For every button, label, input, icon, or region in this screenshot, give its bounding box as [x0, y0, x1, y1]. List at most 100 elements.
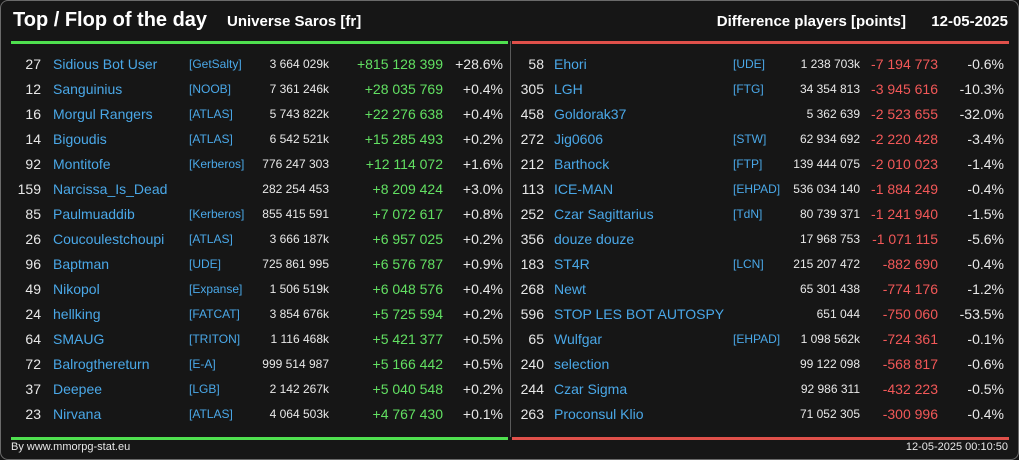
- universe-label: Universe Saros [fr]: [227, 13, 362, 30]
- player-name-link[interactable]: Balrogthereturn: [53, 356, 150, 372]
- player-points: 215 207 472: [793, 257, 860, 271]
- player-name-link[interactable]: hellking: [53, 306, 101, 322]
- player-name-link[interactable]: Deepee: [53, 381, 103, 397]
- player-rank: 356: [520, 231, 544, 247]
- player-points: 34 354 813: [799, 82, 860, 96]
- points-difference: +15 285 493: [364, 131, 443, 147]
- player-points: 3 666 187k: [269, 232, 329, 246]
- player-points: 62 934 692: [799, 132, 860, 146]
- player-name-link[interactable]: Ehori: [554, 56, 587, 72]
- player-name-link[interactable]: Nikopol: [53, 281, 100, 297]
- player-name-link[interactable]: Czar Sigma: [554, 381, 628, 397]
- points-difference: -2 523 655: [871, 106, 938, 122]
- player-rank: 305: [520, 81, 544, 97]
- alliance-tag-link[interactable]: [FTG]: [733, 82, 764, 96]
- player-points: 7 361 246k: [269, 82, 329, 96]
- alliance-tag-link[interactable]: [ATLAS]: [189, 407, 233, 421]
- points-difference: +6 576 787: [372, 256, 443, 272]
- percent-change: -32.0%: [959, 106, 1004, 122]
- points-difference: -2 220 428: [871, 131, 938, 147]
- player-rank: 65: [528, 331, 544, 347]
- player-name-link[interactable]: ICE-MAN: [554, 181, 614, 197]
- alliance-tag-link[interactable]: [EHPAD]: [733, 332, 781, 346]
- percent-change: +28.6%: [455, 56, 503, 72]
- flop-list: 58 Ehori [UDE] 1 238 703k -7 194 773 -0.6% 305…: [512, 52, 1009, 427]
- list-item: 92 Montitofe [Kerberos] 776 247 303 +12 114 …: [11, 152, 508, 177]
- points-difference: +12 114 072: [365, 156, 443, 172]
- player-name-link[interactable]: Coucoulestchoupi: [53, 231, 165, 247]
- alliance-tag-link[interactable]: [GetSalty]: [189, 57, 242, 71]
- player-points: 999 514 987: [262, 357, 329, 371]
- player-name-link[interactable]: Sidious Bot User: [53, 56, 158, 72]
- alliance-tag-link[interactable]: [TRITON]: [189, 332, 241, 346]
- player-points: 80 739 371: [799, 207, 860, 221]
- player-name-link[interactable]: ST4R: [554, 256, 590, 272]
- player-name-link[interactable]: Narcissa_Is_Dead: [53, 181, 168, 197]
- player-name-link[interactable]: Wulfgar: [554, 331, 602, 347]
- percent-change: -0.1%: [967, 331, 1004, 347]
- alliance-tag-link[interactable]: [TdN]: [733, 207, 763, 221]
- player-points: 99 122 098: [799, 357, 860, 371]
- list-item: 85 Paulmuaddib [Kerberos] 855 415 591 +7 072…: [11, 202, 508, 227]
- player-name-link[interactable]: STOP LES BOT AUTOSPY: [554, 306, 725, 322]
- alliance-tag-link[interactable]: [STW]: [733, 132, 767, 146]
- alliance-tag-link[interactable]: [LCN]: [733, 257, 764, 271]
- alliance-tag-link[interactable]: [FTP]: [733, 157, 763, 171]
- percent-change: +0.4%: [462, 106, 503, 122]
- list-item: 58 Ehori [UDE] 1 238 703k -7 194 773 -0.6%: [512, 52, 1009, 77]
- alliance-tag-link[interactable]: [UDE]: [733, 57, 766, 71]
- list-item: 65 Wulfgar [EHPAD] 1 098 562k -724 361 -0.1%: [512, 327, 1009, 352]
- alliance-tag-link[interactable]: [FATCAT]: [189, 307, 240, 321]
- list-item: 159 Narcissa_Is_Dead 282 254 453 +8 209 424…: [11, 177, 508, 202]
- player-name-link[interactable]: Baptman: [53, 256, 110, 272]
- player-points: 1 098 562k: [800, 332, 860, 346]
- player-name-link[interactable]: selection: [554, 356, 610, 372]
- alliance-tag-link[interactable]: [Kerberos]: [189, 207, 245, 221]
- player-name-link[interactable]: Barthock: [554, 156, 610, 172]
- percent-change: -1.4%: [967, 156, 1004, 172]
- alliance-tag-link[interactable]: [EHPAD]: [733, 182, 781, 196]
- alliance-tag-link[interactable]: [Expanse]: [189, 282, 243, 296]
- alliance-tag-link[interactable]: [ATLAS]: [189, 232, 233, 246]
- player-name-link[interactable]: Jig0606: [554, 131, 604, 147]
- player-name-link[interactable]: Goldorak37: [554, 106, 627, 122]
- player-name-link[interactable]: Nirvana: [53, 406, 102, 422]
- list-item: 252 Czar Sagittarius [TdN] 80 739 371 -1 241…: [512, 202, 1009, 227]
- alliance-tag-link[interactable]: [Kerberos]: [189, 157, 245, 171]
- player-rank: 252: [520, 206, 544, 222]
- player-name-link[interactable]: Sanguinius: [53, 81, 123, 97]
- player-points: 1 116 468k: [270, 332, 330, 346]
- player-name-link[interactable]: Czar Sagittarius: [554, 206, 654, 222]
- percent-change: +0.2%: [462, 306, 503, 322]
- player-name-link[interactable]: Montitofe: [53, 156, 111, 172]
- list-item: 458 Goldorak37 5 362 639 -2 523 655 -32.0%: [512, 102, 1009, 127]
- list-item: 272 Jig0606 [STW] 62 934 692 -2 220 428 -3.4%: [512, 127, 1009, 152]
- source-credit[interactable]: By www.mmorpg-stat.eu: [11, 441, 131, 453]
- percent-change: -0.6%: [967, 356, 1004, 372]
- player-name-link[interactable]: Morgul Rangers: [53, 106, 153, 122]
- points-difference: -750 060: [882, 306, 938, 322]
- percent-change: +0.9%: [462, 256, 503, 272]
- list-item: 14 Bigoudis [ATLAS] 6 542 521k +15 285 493 +0…: [11, 127, 508, 152]
- percent-change: -0.6%: [967, 56, 1004, 72]
- points-difference: +5 166 442: [372, 356, 443, 372]
- percent-change: +0.2%: [462, 231, 503, 247]
- alliance-tag-link[interactable]: [LGB]: [189, 382, 220, 396]
- player-name-link[interactable]: LGH: [554, 81, 583, 97]
- player-rank: 23: [25, 406, 41, 422]
- alliance-tag-link[interactable]: [ATLAS]: [189, 107, 233, 121]
- alliance-tag-link[interactable]: [UDE]: [189, 257, 222, 271]
- alliance-tag-link[interactable]: [ATLAS]: [189, 132, 233, 146]
- player-name-link[interactable]: Proconsul Klio: [554, 406, 644, 422]
- player-name-link[interactable]: SMAUG: [53, 331, 105, 347]
- player-name-link[interactable]: Paulmuaddib: [53, 206, 135, 222]
- alliance-tag-link[interactable]: [NOOB]: [189, 82, 232, 96]
- player-name-link[interactable]: Bigoudis: [53, 131, 107, 147]
- player-rank: 244: [520, 381, 544, 397]
- player-name-link[interactable]: Newt: [554, 281, 586, 297]
- points-difference: +6 957 025: [372, 231, 443, 247]
- player-rank: 183: [520, 256, 544, 272]
- player-points: 5 743 822k: [269, 107, 329, 121]
- player-name-link[interactable]: douze douze: [554, 231, 635, 247]
- alliance-tag-link[interactable]: [E-A]: [189, 357, 216, 371]
